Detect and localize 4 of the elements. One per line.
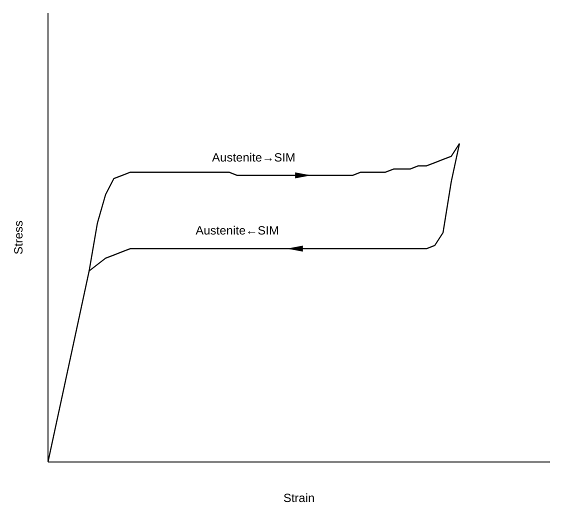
- annotation: Austenite←SIM: [196, 224, 279, 238]
- x-axis-title: Strain: [283, 491, 315, 505]
- y-axis-title: Stress: [11, 220, 26, 255]
- annotation: Austenite→SIM: [212, 150, 296, 164]
